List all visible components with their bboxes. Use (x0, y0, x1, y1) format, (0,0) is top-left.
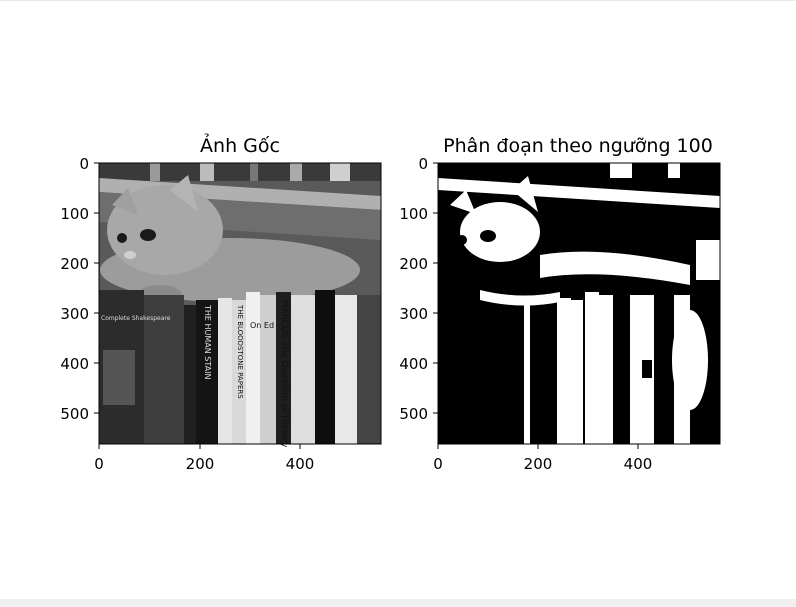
left-y-axis (94, 162, 99, 414)
book-spine-label: THE HUMAN STAIN (203, 304, 212, 379)
right-ytick-label: 200 (399, 255, 428, 273)
left-x-axis (98, 444, 301, 449)
window-bottom-bar (0, 599, 796, 607)
right-axes-title: Phân đoạn theo ngưỡng 100 (443, 135, 713, 157)
thresholded-image (438, 163, 720, 444)
left-axes-title: Ảnh Gốc (200, 132, 280, 157)
right-ytick-label: 500 (399, 405, 428, 423)
right-ytick-label: 300 (399, 305, 428, 323)
right-xtick-label: 200 (524, 455, 553, 473)
right-xtick-label: 400 (624, 455, 653, 473)
book-spine-label: On Ed (250, 321, 274, 330)
left-ytick-label: 400 (60, 355, 89, 373)
book-spine-label: THE BLOODSTONE PAPERS (236, 304, 244, 399)
book-spine-label: MARCUS The Question of History (279, 300, 289, 448)
right-xtick-label: 0 (433, 455, 443, 473)
left-xtick-label: 400 (286, 455, 315, 473)
book-spine-label: Complete Shakespeare (101, 315, 171, 322)
right-ytick-label: 100 (399, 205, 428, 223)
left-xtick-label: 200 (186, 455, 215, 473)
right-x-axis (437, 444, 639, 449)
left-axes-frame (98, 162, 382, 445)
left-ytick-label: 300 (60, 305, 89, 323)
window-top-border (0, 0, 796, 1)
right-ytick-label: 0 (418, 155, 428, 173)
left-ytick-label: 500 (60, 405, 89, 423)
right-y-axis (433, 162, 438, 414)
original-image (99, 163, 381, 444)
right-ytick-label: 400 (399, 355, 428, 373)
left-ytick-label: 100 (60, 205, 89, 223)
right-axes-frame (437, 162, 721, 445)
left-xtick-label: 0 (94, 455, 104, 473)
left-ytick-label: 0 (79, 155, 89, 173)
left-ytick-label: 200 (60, 255, 89, 273)
